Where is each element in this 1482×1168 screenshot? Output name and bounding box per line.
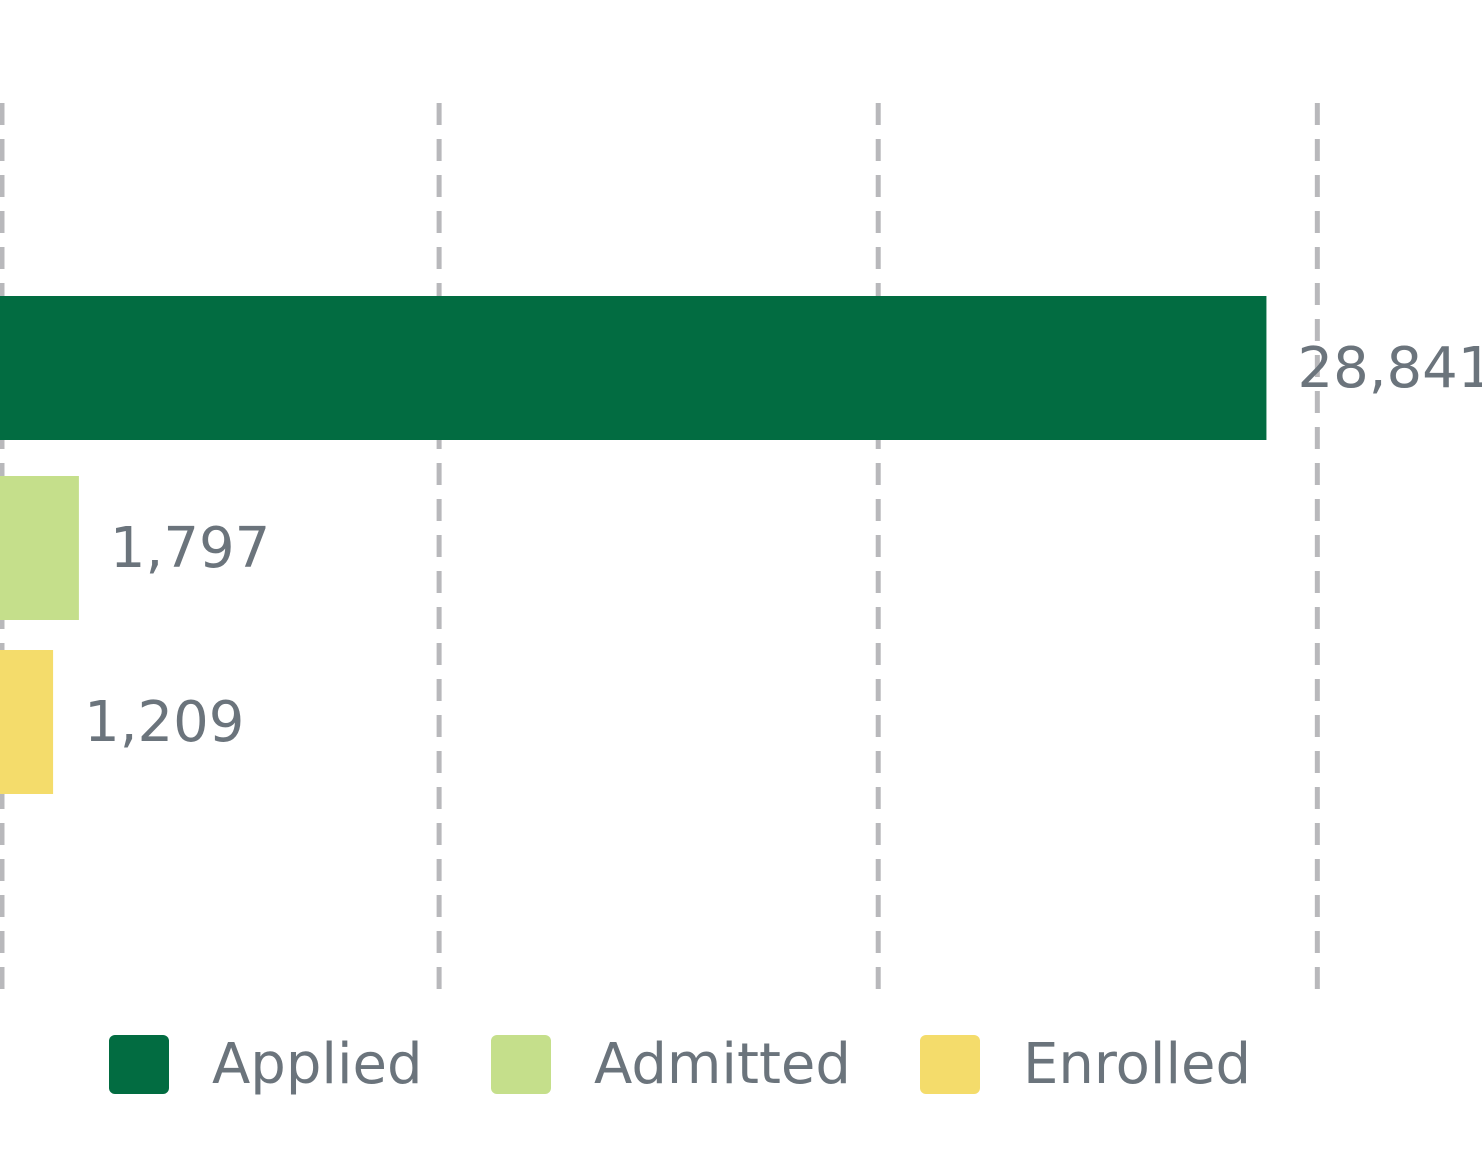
- legend-swatch: [491, 1035, 551, 1094]
- bar: [0, 476, 79, 620]
- value-label: 28,841: [1297, 336, 1482, 401]
- legend-swatch: [109, 1035, 169, 1094]
- legend-label: Admitted: [594, 1032, 851, 1097]
- legend-swatch: [920, 1035, 980, 1094]
- value-label: 1,797: [110, 516, 270, 581]
- legend-label: Applied: [212, 1032, 423, 1097]
- legend-label: Enrolled: [1023, 1032, 1251, 1097]
- bar: [0, 650, 54, 794]
- bar: [0, 296, 1267, 440]
- value-label: 1,209: [84, 690, 244, 755]
